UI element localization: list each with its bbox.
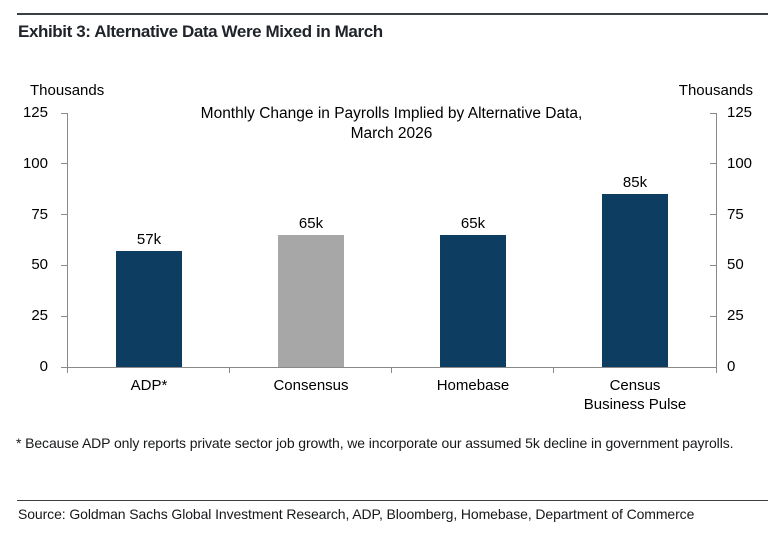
bar-value-label: 65k (298, 214, 324, 232)
right-axis-tick (710, 163, 716, 165)
right-axis-tick (710, 214, 716, 216)
bar-homebase (440, 234, 506, 367)
x-axis-category-label: Homebase (436, 377, 510, 394)
x-axis-tick (228, 367, 230, 373)
left-axis-tick (61, 112, 67, 114)
bar-value-label: 65k (460, 214, 486, 232)
x-axis-category-label: Census Business Pulse (583, 377, 687, 413)
bottom-divider (17, 500, 768, 501)
bar-consensus (278, 234, 344, 367)
y-axis-tick-label-right: 25 (727, 307, 744, 325)
right-axis-tick (710, 366, 716, 368)
bar-value-label: 57k (136, 231, 162, 249)
bar-value-label: 85k (622, 174, 648, 192)
left-axis-tick (61, 264, 67, 266)
x-axis-category-label: ADP* (130, 377, 168, 394)
chart-title: Monthly Change in Payrolls Implied by Al… (67, 104, 716, 144)
y-axis-tick-label-left: 50 (31, 256, 48, 274)
y-axis-tick-label-right: 0 (727, 358, 736, 375)
x-axis-tick (391, 367, 392, 373)
right-axis-unit-label: Thousands (678, 82, 753, 99)
y-axis-tick-label-right: 100 (727, 154, 753, 172)
x-axis-tick (715, 367, 717, 373)
y-axis-tick-label-left: 125 (22, 104, 48, 121)
left-axis-unit-label: Thousands (30, 82, 105, 99)
right-axis-tick (710, 264, 716, 266)
y-axis-tick-label-left: 25 (31, 307, 48, 325)
left-axis-tick (61, 214, 67, 216)
bar-adp (116, 251, 182, 367)
chart-title-line-2: March 2026 (350, 125, 433, 142)
source-line: Source: Goldman Sachs Global Investment … (18, 506, 695, 522)
left-axis-tick (61, 163, 67, 165)
y-axis-tick-label-right: 50 (727, 256, 744, 274)
exhibit-title: Exhibit 3: Alternative Data Were Mixed i… (18, 22, 383, 41)
x-axis-tick (553, 367, 555, 373)
left-axis-tick (61, 315, 67, 317)
bar-census-business-pulse (602, 194, 668, 367)
right-axis-tick (710, 315, 716, 317)
top-divider (17, 13, 768, 15)
x-axis-category-label: Consensus (273, 377, 349, 394)
x-axis-tick (66, 367, 68, 373)
right-axis-tick (710, 112, 716, 114)
footnote: * Because ADP only reports private secto… (16, 435, 734, 451)
y-axis-tick-label-left: 100 (22, 154, 48, 172)
y-axis-tick-label-right: 75 (727, 205, 744, 223)
y-axis-tick-label-right: 125 (727, 104, 753, 121)
chart-title-line-1: Monthly Change in Payrolls Implied by Al… (200, 105, 583, 122)
y-axis-tick-label-left: 75 (31, 205, 48, 223)
plot-area: 57k ADP* 65k Consensus 65k Homebase 85k Census … (67, 113, 717, 413)
left-axis-tick (61, 366, 67, 368)
y-axis-tick-label-left: 0 (39, 358, 48, 375)
